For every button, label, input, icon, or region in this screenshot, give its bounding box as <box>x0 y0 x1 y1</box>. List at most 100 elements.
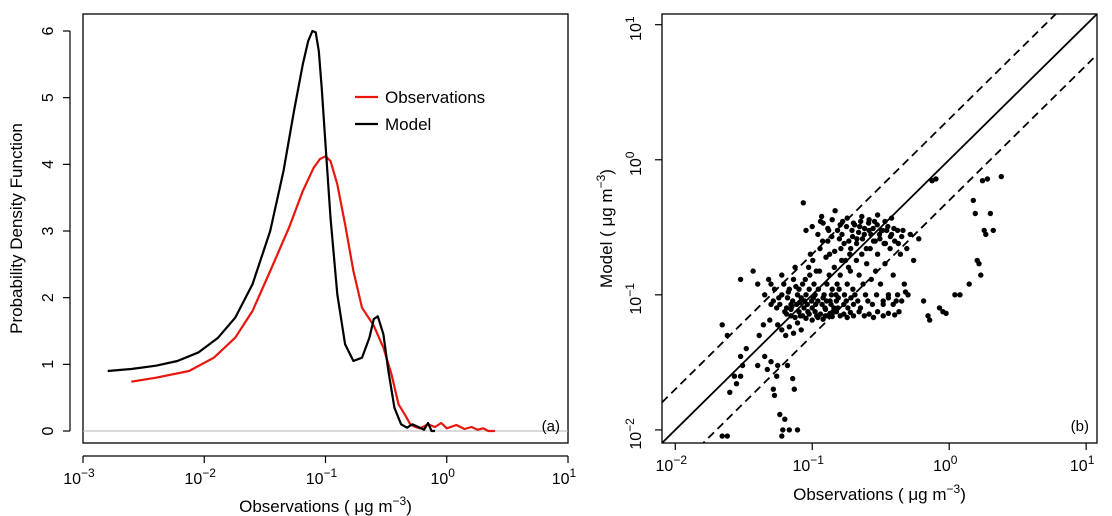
scatter-point <box>831 264 837 270</box>
panel-b-x-tick-label-exp: 0 <box>951 453 958 467</box>
scatter-point <box>719 322 725 328</box>
panel-b-y-tick-label-exp: −2 <box>623 418 637 432</box>
scatter-point <box>790 298 796 304</box>
scatter-point <box>817 245 823 252</box>
scatter-point <box>733 381 740 387</box>
panel-a-x-tick-label-base: 10 <box>306 471 324 488</box>
scatter-point <box>987 210 994 217</box>
scatter-point <box>834 227 841 234</box>
panel-a-y-axis-label: Probability Density Function <box>7 123 26 334</box>
scatter-point <box>850 220 857 226</box>
series-line-observations <box>131 155 495 433</box>
scatter-point <box>846 238 852 244</box>
scatter-point <box>849 233 856 240</box>
scatter-point <box>768 359 774 365</box>
panel-a-x-tick-label-base: 10 <box>185 471 203 488</box>
panel-b-x-axis-label-main: Observations ( μg m <box>793 485 946 504</box>
scatter-point <box>897 251 904 257</box>
scatter-point <box>784 295 791 301</box>
scatter-point <box>855 298 861 304</box>
panel-a-y-tick-label: 3 <box>40 226 57 235</box>
scatter-point <box>839 257 845 264</box>
scatter-point <box>764 366 770 373</box>
panel-a-x-tick-label-exp: −3 <box>81 466 95 480</box>
scatter-point <box>799 281 806 287</box>
scatter-point <box>998 173 1004 180</box>
scatter-point <box>825 238 831 244</box>
scatter-point <box>724 433 730 439</box>
scatter-point <box>865 298 871 304</box>
panel-b-y-tick-label: 101 <box>623 16 645 41</box>
scatter-point <box>755 362 761 369</box>
scatter-point <box>904 245 910 252</box>
scatter-point <box>777 301 783 308</box>
panel-a-x-tick-label: 10−3 <box>63 466 95 488</box>
panel-b-y-axis-label-sup: −3 <box>594 174 608 188</box>
scatter-point <box>933 176 939 182</box>
scatter-point <box>856 309 862 315</box>
panel-b-x-tick-label: 10−2 <box>656 453 688 475</box>
scatter-point <box>844 314 850 321</box>
scatter-point <box>831 305 837 311</box>
scatter-point <box>853 257 860 264</box>
scatter-point <box>853 240 860 247</box>
scatter-point <box>797 299 803 305</box>
scatter-point <box>877 281 884 287</box>
scatter-point <box>843 298 849 304</box>
scatter-point <box>781 281 787 287</box>
scatter-point <box>834 281 840 287</box>
scatter-point <box>815 286 822 292</box>
scatter-point <box>820 316 826 322</box>
scatter-point <box>768 281 774 287</box>
panel-a-x-tick-label-base: 10 <box>431 471 449 488</box>
legend-label-model: Model <box>385 115 431 134</box>
scatter-point <box>882 240 889 247</box>
scatter-point <box>803 315 809 321</box>
scatter-point <box>790 330 797 336</box>
scatter-point <box>788 313 794 319</box>
scatter-point <box>798 327 804 333</box>
scatter-point <box>869 301 876 308</box>
scatter-point <box>804 301 810 308</box>
scatter-point <box>806 286 812 292</box>
panel-a-x-tick-label-exp: −1 <box>324 466 338 480</box>
scatter-point <box>785 289 792 295</box>
scatter-point <box>890 272 896 278</box>
scatter-point <box>902 289 909 295</box>
panel-a-y-tick-label: 5 <box>40 93 57 102</box>
scatter-point <box>907 231 913 238</box>
scatter-point <box>776 295 782 301</box>
scatter-point <box>837 272 843 278</box>
scatter-point <box>952 292 958 298</box>
scatter-point <box>737 276 744 283</box>
scatter-point <box>880 313 886 319</box>
scatter-point <box>762 292 768 298</box>
scatter-point <box>835 295 841 301</box>
panel-a-x-tick-label: 10−2 <box>185 466 217 488</box>
scatter-point <box>836 286 842 292</box>
scatter-point <box>838 245 844 252</box>
reference-line-1-2 <box>701 54 1097 443</box>
scatter-point <box>737 373 744 379</box>
scatter-point <box>833 309 840 315</box>
panel-a-x-tick-label-base: 10 <box>552 471 570 488</box>
panel-b-x-tick-label-exp: −2 <box>673 453 687 467</box>
scatter-point <box>832 248 838 254</box>
scatter-point <box>842 257 849 264</box>
panel-b-y-tick-label-exp: −1 <box>623 283 637 297</box>
scatter-point <box>782 416 788 422</box>
scatter-point <box>861 313 867 319</box>
panel-b-y-axis-label-main: Model ( μg m <box>597 188 616 288</box>
scatter-point <box>786 427 792 433</box>
scatter-point <box>771 392 778 399</box>
scatter-point <box>885 310 892 316</box>
scatter-point <box>783 332 789 339</box>
scatter-point <box>803 227 809 234</box>
scatter-point <box>798 295 804 301</box>
scatter-point <box>815 231 821 238</box>
scatter-point <box>841 240 847 247</box>
scatter-point <box>790 375 796 382</box>
scatter-point <box>796 309 802 315</box>
scatter-point <box>826 251 833 257</box>
scatter-point <box>774 305 780 311</box>
